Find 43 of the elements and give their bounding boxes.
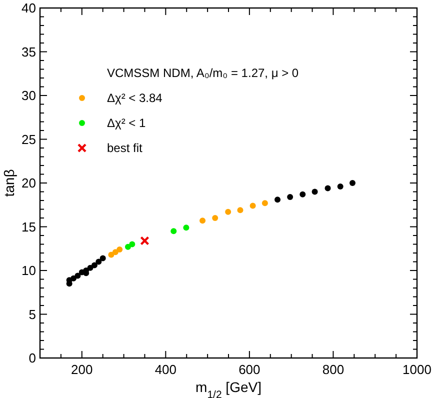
point <box>312 188 318 195</box>
point <box>74 272 81 279</box>
point <box>212 215 218 221</box>
y-tick-label: 35 <box>22 44 36 60</box>
y-tick-label: 10 <box>22 263 36 278</box>
point <box>100 255 106 262</box>
y-axis-title: tanβ <box>1 169 17 197</box>
point <box>116 246 123 252</box>
point <box>129 241 136 248</box>
point <box>250 202 256 209</box>
point <box>200 218 206 224</box>
y-tick-label: 5 <box>28 306 36 322</box>
point <box>183 224 190 231</box>
point <box>225 208 232 215</box>
x-tick-label: 200 <box>71 362 93 377</box>
point <box>140 236 150 246</box>
y-tick-label: 40 <box>22 0 36 16</box>
x-tick-label: 400 <box>154 362 177 377</box>
point <box>237 207 244 214</box>
y-tick-label: 25 <box>22 132 36 147</box>
y-tick-label: 20 <box>22 176 36 190</box>
point <box>324 185 331 192</box>
legend-label: Δχ² < 3.84 <box>107 91 163 105</box>
x-tick-label: 800 <box>322 362 344 377</box>
point <box>300 191 306 198</box>
point <box>349 180 356 186</box>
x-axis-title: m$_{1/2}$ [GeV] <box>196 379 262 398</box>
legend-title: VCMSSM NDM, A₀/m₀ = 1.27, μ > 0 <box>107 66 299 80</box>
point <box>287 194 294 200</box>
x-tick-label: 600 <box>238 362 260 377</box>
point <box>170 228 177 234</box>
point <box>70 275 77 282</box>
y-tick-label: 15 <box>22 219 36 234</box>
point <box>262 200 268 206</box>
point <box>337 184 344 190</box>
legend-label: best fit <box>107 141 144 155</box>
point <box>274 196 281 203</box>
y-tick-label: 0 <box>28 350 36 366</box>
y-tick-label: 30 <box>22 88 36 103</box>
x-tick-label: 1000 <box>402 362 432 377</box>
legend-label: Δχ² < 1 <box>107 116 146 130</box>
point <box>96 258 102 265</box>
point <box>91 262 98 268</box>
